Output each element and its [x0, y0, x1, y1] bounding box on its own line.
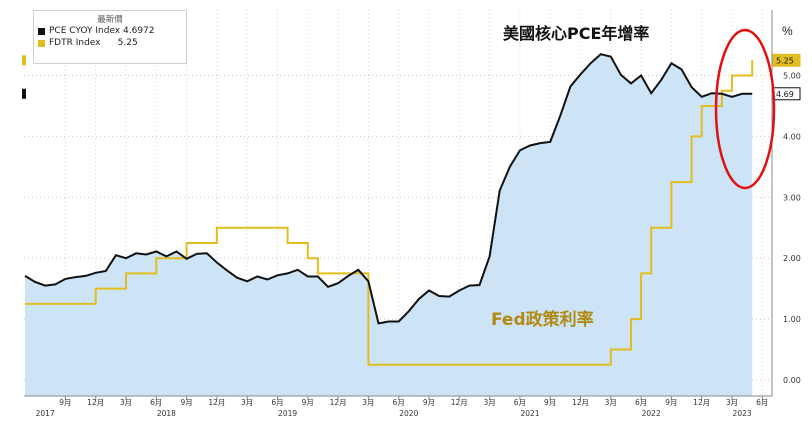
x-tick-label: 9月: [665, 398, 677, 407]
x-tick-label: 12月: [208, 398, 225, 407]
x-tick-label: 12月: [693, 398, 710, 407]
last-value-label: 4.69: [776, 90, 794, 99]
x-tick-label: 3月: [362, 398, 374, 407]
x-tick-label: 3月: [483, 398, 495, 407]
x-tick-label: 6月: [756, 398, 768, 407]
y-tick-label: 3.00: [783, 193, 801, 202]
fed-rate-label: Fed政策利率: [491, 310, 594, 330]
x-year-label: 2023: [733, 409, 752, 418]
legend-gap: [101, 38, 118, 48]
legend-label: FDTR Index: [49, 38, 101, 48]
x-year-label: 2019: [278, 409, 297, 418]
x-year-label: 2020: [399, 409, 418, 418]
x-tick-label: 6月: [635, 398, 647, 407]
x-tick-label: 3月: [241, 398, 253, 407]
x-tick-label: 3月: [120, 398, 132, 407]
last-value-label: 5.25: [776, 56, 794, 65]
y-tick-label: 2.00: [783, 254, 801, 263]
left-edge-marker: [22, 88, 26, 99]
y-tick-label: 4.00: [783, 132, 801, 141]
pce-area: [25, 54, 753, 396]
legend-swatch-icon: [38, 39, 45, 47]
x-year-label: 2017: [36, 409, 55, 418]
x-tick-label: 3月: [605, 398, 617, 407]
fdtr-last-value-tag: [772, 53, 801, 67]
left-edge-marker: [22, 55, 26, 66]
highlight-ellipse: [714, 28, 776, 190]
x-tick-label: 12月: [87, 398, 104, 407]
x-tick-label: 6月: [393, 398, 405, 407]
y-tick-label: 0.00: [783, 376, 801, 385]
legend-value: 5.25: [117, 38, 138, 48]
series-line-pce: [24, 53, 753, 325]
x-tick-label: 9月: [423, 398, 435, 407]
legend-header: 最新價: [97, 15, 123, 25]
x-tick-label: 6月: [514, 398, 526, 407]
x-tick-label: 9月: [302, 398, 314, 407]
x-tick-label: 9月: [59, 398, 71, 407]
x-year-label: 2022: [642, 409, 661, 418]
x-tick-label: 9月: [544, 398, 556, 407]
y-tick-label: 5.00: [783, 72, 801, 81]
x-tick-label: 6月: [271, 398, 283, 407]
legend-value: 4.6972: [123, 26, 155, 36]
x-tick-label: 9月: [180, 398, 192, 407]
series-line-fdtr: [25, 60, 754, 366]
x-year-label: 2021: [520, 409, 539, 418]
legend-label: PCE CYOY Index: [49, 26, 121, 36]
legend-swatch-icon: [38, 27, 45, 35]
x-tick-label: 12月: [572, 398, 589, 407]
chart-title: 美國核心PCE年增率: [503, 24, 650, 43]
x-tick-label: 12月: [451, 398, 468, 407]
x-year-label: 2018: [157, 409, 176, 418]
x-tick-label: 6月: [150, 398, 162, 407]
y-tick-label: 1.00: [783, 315, 801, 324]
legend-item-pce: PCE CYOY Index 4.6972: [34, 25, 186, 37]
legend-item-fdtr: FDTR Index 5.25: [34, 37, 186, 49]
x-tick-label: 3月: [726, 398, 738, 407]
x-tick-label: 12月: [330, 398, 347, 407]
chart-legend: 最新價 PCE CYOY Index 4.6972 FDTR Index 5.2…: [33, 10, 187, 64]
y-axis-unit: %: [782, 24, 793, 38]
